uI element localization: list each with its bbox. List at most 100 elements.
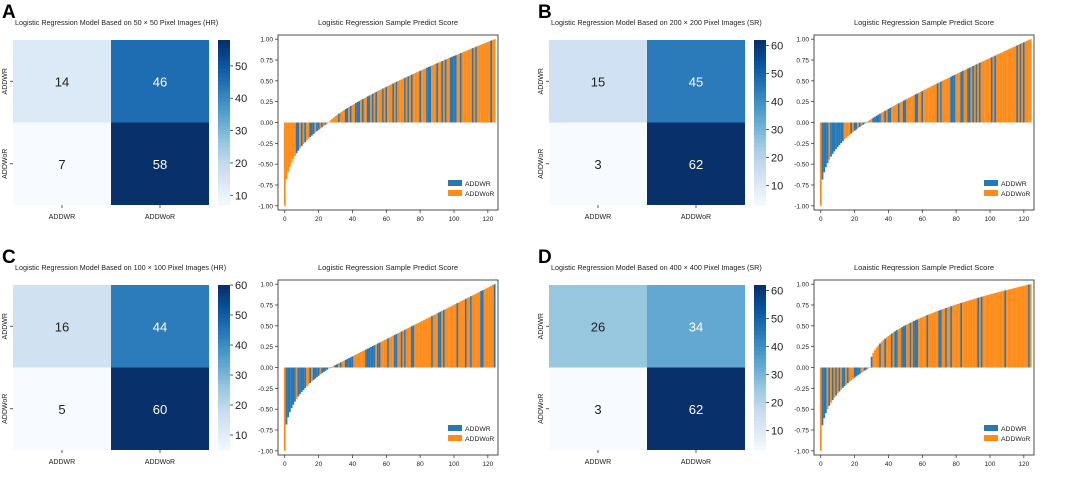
score-bar [314, 122, 317, 133]
colorbar-segment [218, 97, 230, 103]
heatmap-cell [647, 367, 745, 450]
legend-label: ADDWoR [1001, 191, 1030, 198]
score-bar [441, 61, 444, 123]
colorbar-segment [754, 192, 766, 198]
bars [819, 39, 1032, 206]
x-tick-label: 20 [851, 216, 859, 223]
score-bar [902, 100, 905, 123]
colorbar-segment [218, 139, 230, 144]
score-bar [1009, 48, 1012, 123]
score-bar [476, 292, 479, 368]
confusion-matrix: Logistic Regression Model Based on 100 ×… [2, 263, 247, 466]
score-bar [958, 303, 961, 368]
score-bar [945, 307, 947, 368]
colorbar-segment [218, 118, 230, 124]
score-bar [892, 106, 895, 123]
x-tick-label: 80 [417, 461, 425, 468]
score-bar [378, 90, 381, 123]
score-bar [415, 323, 418, 368]
y-tick-label: 0.75 [260, 303, 273, 310]
score-bar [353, 103, 356, 123]
score-bar [371, 93, 374, 123]
score-bar [987, 294, 990, 368]
score-bar [378, 342, 381, 368]
score-bar [828, 367, 831, 406]
score-bar [307, 367, 310, 385]
colorbar-tick-label: 10 [235, 430, 247, 442]
colorbar-segment [218, 48, 230, 53]
score-bar [874, 116, 876, 123]
colorbar-segment [754, 404, 766, 410]
score-bar [929, 313, 932, 368]
score-bar [984, 295, 986, 368]
score-bar [826, 122, 829, 164]
colorbar-segment [754, 289, 766, 294]
score-bar [1019, 286, 1022, 368]
legend: ADDWR ADDWoR [448, 180, 494, 198]
score-bar [918, 92, 920, 123]
colorbar-segment [754, 200, 766, 206]
score-bar [1028, 284, 1030, 368]
y-tick-label: -0.75 [258, 428, 273, 435]
colorbar-segment [218, 192, 230, 198]
heatmap-cell [549, 40, 647, 123]
score-bar [940, 309, 942, 368]
score-bar [485, 42, 488, 123]
colorbar-segment [218, 93, 230, 99]
score-bar [297, 122, 300, 151]
score-bar [356, 101, 359, 123]
score-bar [941, 309, 944, 368]
score-bar [368, 347, 371, 368]
score-bar [957, 303, 959, 368]
y-tick-label: 0.50 [796, 78, 809, 85]
score-bar [825, 122, 827, 168]
score-bar [336, 114, 339, 123]
score-bar [858, 367, 861, 374]
score-bar [907, 97, 910, 123]
colorbar-segment [754, 40, 766, 45]
score-bar [957, 73, 959, 123]
panel-letter: B [538, 2, 552, 23]
x-tick-label: 20 [315, 216, 323, 223]
score-bar [414, 324, 417, 368]
score-bar [1011, 288, 1013, 368]
score-bar [931, 85, 934, 123]
colorbar-segment [218, 68, 230, 74]
score-bar [294, 122, 296, 156]
colorbar-segment [218, 163, 230, 169]
heatmap-cell [111, 40, 209, 123]
y-tick-label: -0.50 [258, 407, 273, 414]
score-bar [405, 328, 408, 368]
score-bar [891, 333, 893, 368]
legend-swatch-addwr [448, 180, 462, 186]
score-bar [889, 334, 892, 368]
legend-label: ADDWR [1001, 426, 1027, 433]
colorbar-segment [754, 429, 766, 435]
score-bar [916, 93, 919, 123]
score-bar [351, 356, 354, 368]
score-bar [395, 333, 398, 368]
colorbar: 10 20 30 40 50 [218, 40, 247, 206]
cell-value: 14 [55, 74, 69, 89]
score-bar [453, 55, 455, 123]
score-bar [417, 322, 420, 368]
score-bar [481, 290, 484, 368]
colorbar-segment [754, 176, 766, 181]
score-bar [373, 92, 376, 123]
legend-label: ADDWR [465, 426, 491, 433]
score-bar [421, 321, 423, 368]
score-bar [985, 295, 988, 368]
score-bar [488, 286, 491, 368]
score-bar [852, 367, 854, 379]
colorbar-segment [754, 363, 766, 369]
x-tick-label: 20 [851, 461, 859, 468]
colorbar: 10 20 30 40 50 60 [754, 285, 783, 451]
colorbar-tick-label: 60 [235, 280, 247, 292]
score-bar [1021, 286, 1024, 368]
colorbar-segment [218, 318, 230, 323]
cell-value: 3 [594, 402, 601, 417]
score-bar [867, 121, 870, 123]
score-bar [904, 325, 907, 368]
y-tick-label: 0.00 [796, 365, 809, 372]
x-tick-label: 0 [283, 216, 287, 223]
